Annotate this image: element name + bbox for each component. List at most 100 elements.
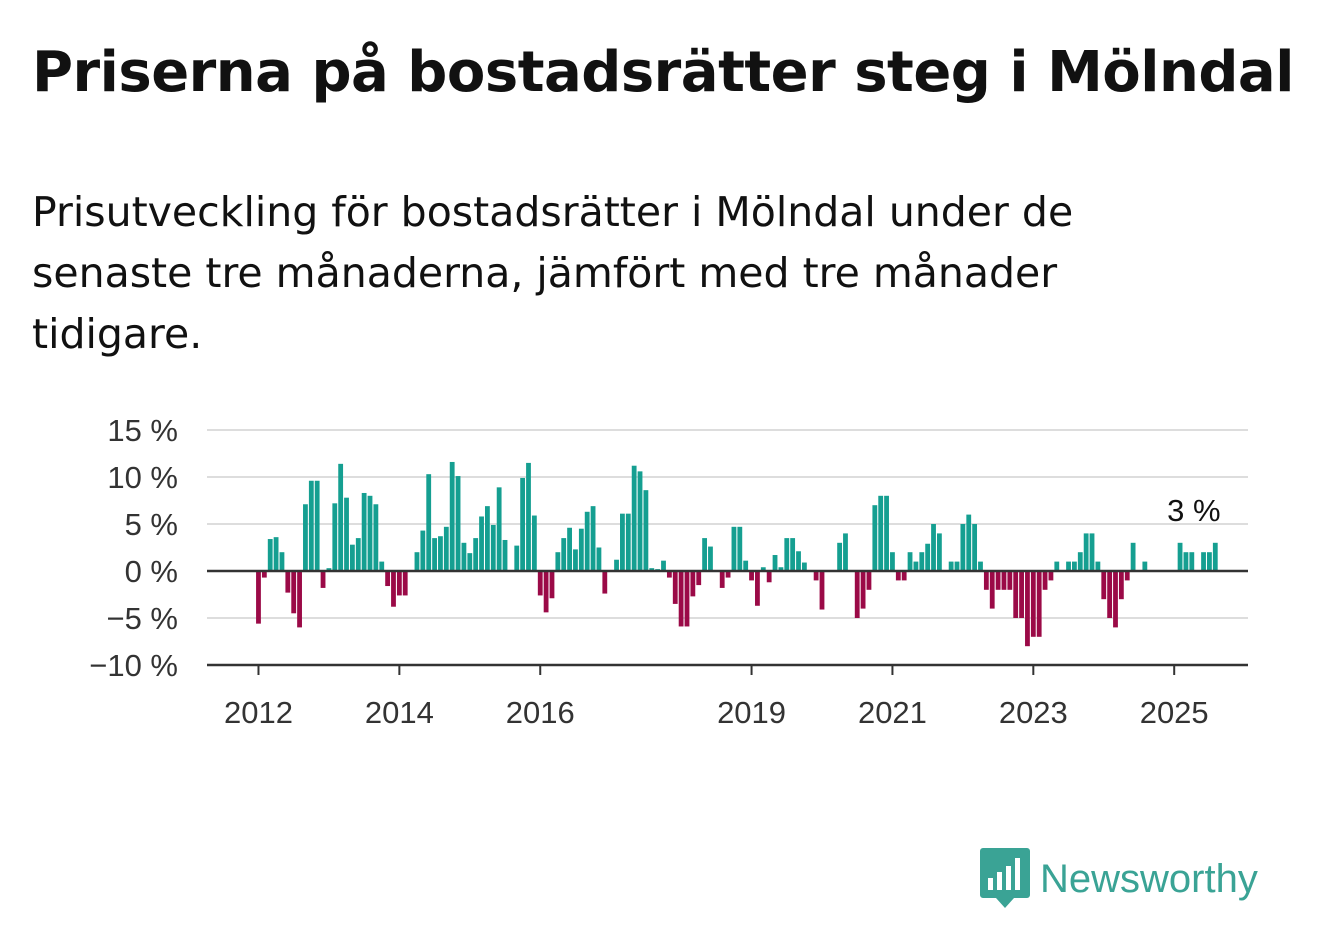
tick-labels: 15 % 10 % 5 % 0 % −5 % −10 % 2012 2014 2016 2019 2… — [89, 413, 1208, 730]
bar-142 — [1066, 561, 1071, 571]
bar-23 — [367, 495, 373, 571]
bar-56 — [561, 538, 567, 571]
bar-38 — [455, 476, 461, 571]
bar-132 — [1007, 571, 1013, 590]
x-tick-label-3: 2019 — [717, 695, 786, 730]
bar-129 — [989, 571, 995, 609]
bar-14 — [314, 480, 320, 571]
bar-71 — [649, 568, 655, 571]
bar-22 — [361, 492, 367, 571]
bar-113 — [895, 571, 901, 581]
bar-137 — [1036, 571, 1042, 637]
bar-155 — [1142, 561, 1148, 571]
x-tick-label-0: 2012 — [224, 695, 293, 730]
bar-87 — [743, 560, 749, 571]
bar-28 — [396, 571, 402, 596]
bar-9 — [285, 571, 291, 593]
bar-133 — [1013, 571, 1019, 618]
bar-60 — [584, 511, 590, 571]
bar-53 — [543, 571, 549, 613]
bar-34 — [432, 538, 437, 571]
bar-99 — [813, 571, 819, 581]
bar-40 — [467, 553, 473, 571]
y-tick-label-5: −10 % — [89, 648, 178, 683]
bar-167 — [1212, 542, 1218, 571]
bar-119 — [931, 524, 936, 571]
bar-12 — [303, 504, 308, 571]
bar-140 — [1054, 561, 1060, 571]
bar-106 — [854, 571, 860, 618]
bar-29 — [402, 571, 408, 596]
chart-title: Priserna på bostadsrätter steg i Mölndal — [32, 40, 1294, 105]
bar-131 — [1001, 571, 1007, 590]
bar-4 — [256, 571, 261, 624]
bar-85 — [731, 526, 737, 571]
bar-112 — [890, 552, 895, 571]
bar-120 — [936, 533, 942, 571]
bar-130 — [995, 571, 1001, 590]
bar-63 — [602, 571, 608, 594]
axes — [207, 569, 1248, 675]
bar-148 — [1101, 571, 1107, 600]
y-tick-label-3: 0 % — [125, 554, 178, 589]
bar-162 — [1183, 552, 1189, 571]
bar-51 — [531, 515, 537, 571]
bar-16 — [326, 568, 332, 571]
bar-151 — [1118, 571, 1124, 600]
y-tick-label-4: −5 % — [106, 601, 178, 636]
bar-139 — [1048, 571, 1054, 581]
bar-24 — [373, 504, 379, 571]
bar-17 — [332, 503, 338, 571]
bar-88 — [749, 571, 754, 581]
bar-94 — [784, 538, 790, 571]
x-tick-label-2: 2016 — [506, 695, 575, 730]
bar-109 — [872, 505, 878, 571]
bar-41 — [473, 538, 479, 571]
bar-18 — [338, 463, 344, 571]
bar-126 — [972, 524, 978, 571]
bar-59 — [578, 528, 584, 571]
bar-75 — [672, 571, 678, 604]
bar-42 — [479, 516, 484, 571]
bar-138 — [1042, 571, 1048, 590]
bar-166 — [1207, 552, 1212, 571]
bar-122 — [948, 561, 954, 571]
bar-11 — [297, 571, 302, 628]
bar-26 — [385, 571, 391, 587]
bar-144 — [1077, 552, 1083, 571]
bar-103 — [837, 542, 843, 571]
bar-117 — [919, 552, 925, 571]
bar-66 — [620, 513, 625, 571]
chart-subtitle: Prisutveckling för bostadsrätter i Mölnd… — [32, 188, 1074, 358]
bar-107 — [860, 571, 866, 609]
bar-44 — [490, 524, 496, 571]
bar-57 — [567, 527, 572, 571]
bar-152 — [1124, 571, 1130, 581]
bar-33 — [426, 474, 432, 571]
brand-name: Newsworthy — [1040, 856, 1258, 901]
bar-15 — [320, 571, 326, 588]
bar-163 — [1189, 552, 1195, 571]
x-tick-label-5: 2023 — [999, 695, 1068, 730]
bar-127 — [978, 561, 983, 571]
bar-134 — [1019, 571, 1024, 618]
bar-135 — [1025, 571, 1030, 647]
bar-80 — [702, 538, 707, 571]
bar-58 — [573, 549, 578, 571]
bar-124 — [960, 524, 966, 571]
bar-77 — [684, 571, 690, 627]
bar-45 — [496, 487, 502, 571]
bar-90 — [760, 567, 766, 571]
price-change-bar-chart: 15 % 10 % 5 % 0 % −5 % −10 % 2012 2014 2016 2019 2… — [89, 413, 1248, 730]
bar-48 — [514, 545, 520, 571]
bar-143 — [1072, 561, 1077, 571]
bar-73 — [661, 560, 666, 571]
latest-value-label: 3 % — [1167, 493, 1220, 528]
bar-100 — [819, 571, 825, 610]
bar-146 — [1089, 533, 1095, 571]
bars — [256, 461, 1218, 647]
bar-49 — [520, 477, 526, 571]
bar-79 — [696, 571, 702, 586]
bar-39 — [461, 542, 467, 571]
bar-13 — [308, 480, 314, 571]
